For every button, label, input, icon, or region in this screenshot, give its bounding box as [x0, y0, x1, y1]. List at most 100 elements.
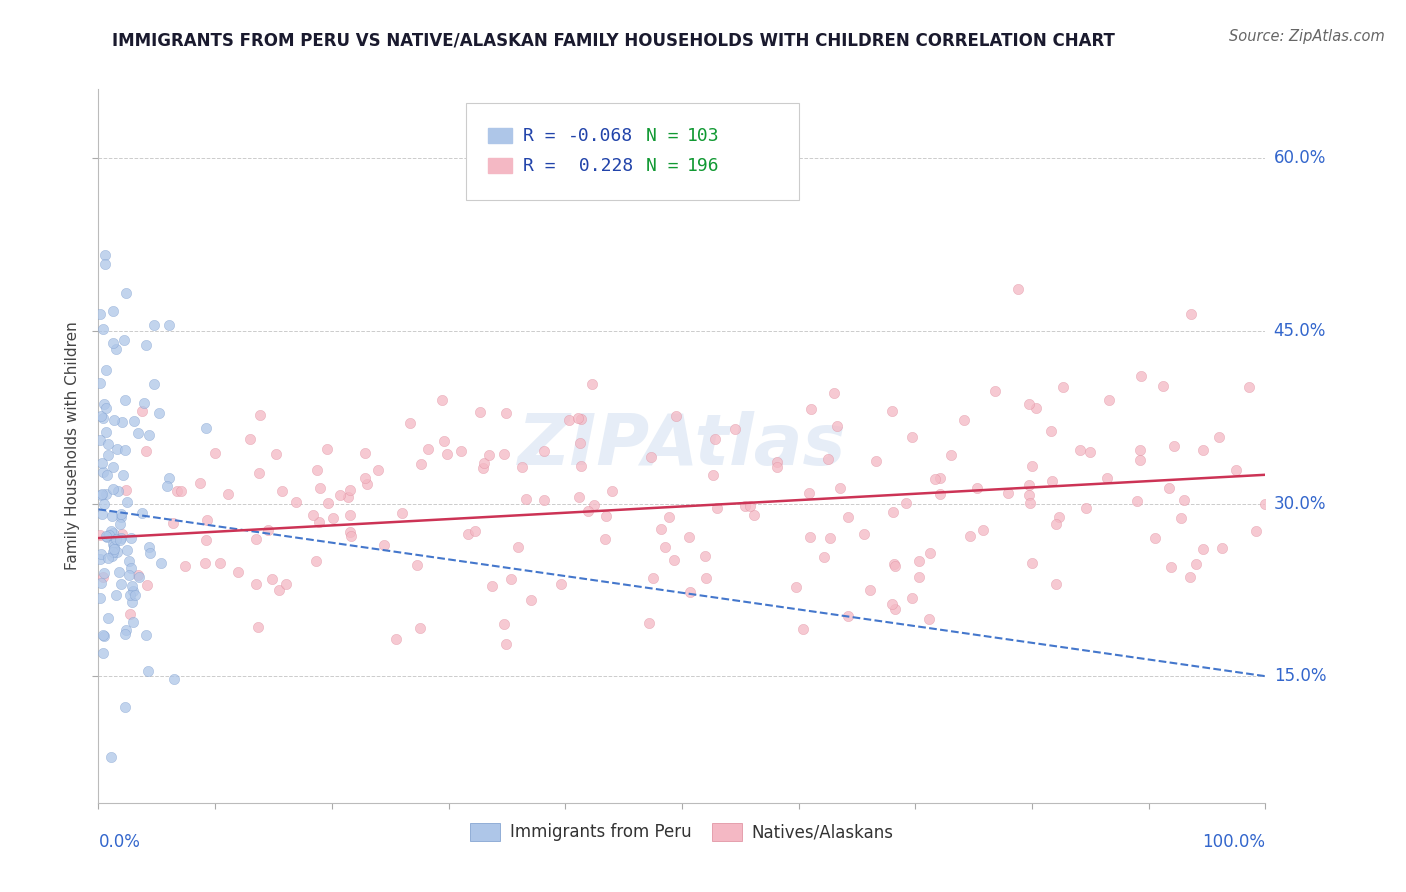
Point [284, 495, 307, 509]
Point [702, 467, 724, 482]
Point [679, 584, 702, 599]
Text: R =: R = [523, 127, 567, 145]
Point [111, 415, 134, 429]
Point [533, 443, 555, 458]
Point [501, 572, 523, 586]
Text: 0.0%: 0.0% [98, 833, 141, 851]
Point [114, 285, 136, 300]
Point [91, 570, 114, 584]
Bar [488, 159, 512, 173]
Point [1069, 443, 1091, 458]
Point [1129, 453, 1152, 467]
Point [97, 436, 120, 450]
Point [1157, 481, 1180, 495]
Point [96, 529, 118, 543]
Point [742, 508, 765, 522]
Point [1144, 531, 1167, 545]
Point [1126, 494, 1149, 508]
Point [118, 607, 141, 622]
Point [262, 572, 284, 586]
Point [245, 532, 267, 546]
Point [1076, 501, 1098, 516]
Point [112, 334, 135, 348]
Point [115, 623, 138, 637]
Point [97, 550, 120, 565]
Point [111, 527, 134, 541]
Point [108, 517, 131, 532]
Point [1097, 471, 1119, 485]
Point [662, 553, 685, 567]
Point [924, 472, 946, 486]
Point [1237, 380, 1260, 394]
Point [391, 506, 413, 520]
Point [1018, 478, 1040, 492]
Point [100, 749, 122, 764]
Point [432, 393, 454, 408]
Point [457, 527, 479, 541]
Point [117, 542, 139, 557]
Point [901, 430, 924, 444]
Text: R =: R = [523, 157, 567, 175]
Point [678, 530, 700, 544]
Point [91, 628, 114, 642]
Point [1018, 488, 1040, 502]
Point [550, 576, 572, 591]
Point [157, 318, 180, 333]
Text: -0.068: -0.068 [568, 127, 633, 145]
Point [131, 506, 153, 520]
Point [249, 466, 271, 480]
Point [120, 588, 142, 602]
Point [305, 554, 328, 568]
Point [131, 404, 153, 418]
Point [837, 608, 859, 623]
Point [267, 582, 290, 597]
Point [174, 558, 197, 573]
Point [111, 468, 134, 483]
Point [520, 593, 543, 607]
Point [817, 452, 839, 467]
Point [110, 531, 132, 545]
Point [510, 459, 533, 474]
Point [127, 567, 149, 582]
Point [339, 483, 361, 497]
Point [89, 307, 111, 321]
Point [121, 561, 143, 575]
Point [785, 580, 807, 594]
Point [1098, 393, 1121, 408]
Point [665, 409, 688, 423]
Point [1018, 397, 1040, 411]
Point [188, 475, 211, 490]
Point [1254, 497, 1277, 511]
Point [90, 409, 112, 423]
Point [156, 479, 179, 493]
Point [418, 442, 440, 456]
Point [1019, 496, 1042, 510]
Text: 100.0%: 100.0% [1202, 833, 1265, 851]
Point [1045, 577, 1067, 591]
Point [1129, 369, 1152, 384]
Point [101, 336, 124, 351]
Point [308, 515, 330, 529]
Point [249, 408, 271, 422]
Point [1178, 570, 1201, 584]
Point [110, 577, 132, 591]
Point [1211, 541, 1233, 555]
Point [367, 463, 389, 477]
Point [797, 486, 820, 500]
Point [114, 443, 136, 458]
Point [217, 486, 239, 500]
Point [740, 499, 762, 513]
Point [1170, 511, 1192, 525]
Point [91, 465, 114, 479]
Point [373, 538, 395, 552]
Point [340, 529, 363, 543]
Point [97, 448, 120, 462]
Point [959, 529, 981, 543]
Point [818, 531, 841, 545]
Point [852, 526, 875, 541]
Point [110, 508, 132, 522]
Point [138, 428, 160, 442]
Point [107, 484, 129, 499]
Point [162, 516, 184, 530]
Point [107, 544, 129, 558]
